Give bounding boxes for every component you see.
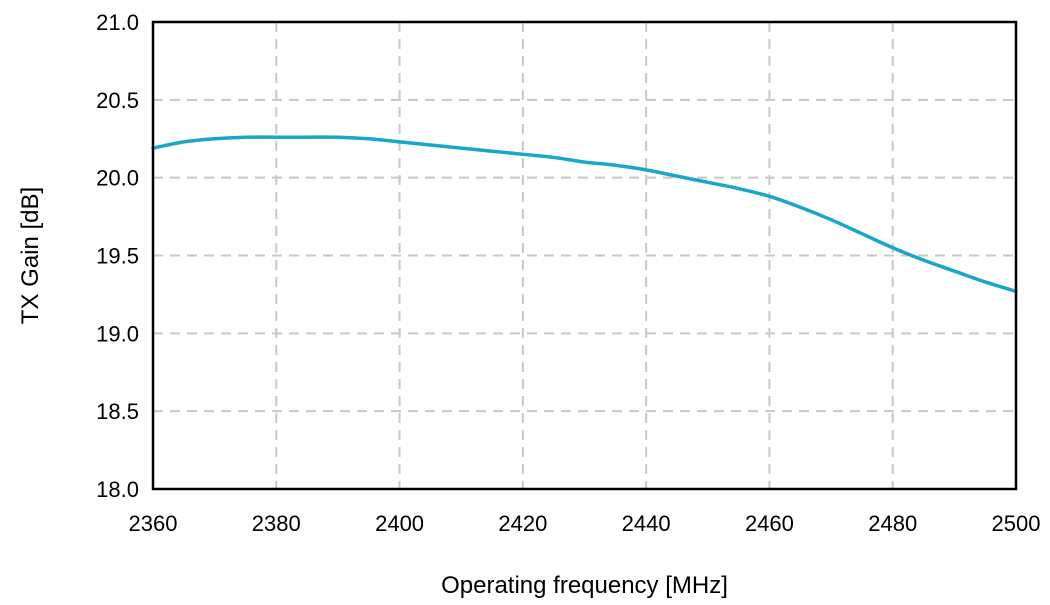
y-tick-label: 19.0 — [96, 321, 139, 346]
plot-area-frame — [151, 20, 1018, 491]
y-tick-label: 20.0 — [96, 166, 139, 191]
x-tick-label: 2480 — [868, 511, 917, 536]
series-layer — [151, 135, 1018, 294]
y-tick-label: 20.5 — [96, 88, 139, 113]
y-axis-tick-labels: 18.0 18.5 19.0 19.5 20.0 20.5 21.0 — [96, 10, 139, 502]
x-tick-label: 2400 — [375, 511, 424, 536]
y-tick-label: 21.0 — [96, 10, 139, 35]
x-tick-label: 2440 — [622, 511, 671, 536]
x-tick-label: 2380 — [252, 511, 301, 536]
x-tick-label: 2460 — [745, 511, 794, 536]
grid — [153, 22, 1016, 489]
x-tick-label: 2420 — [498, 511, 547, 536]
x-tick-label: 2500 — [992, 511, 1041, 536]
x-tick-label: 2360 — [129, 511, 178, 536]
series-line-tx-gain — [151, 135, 1018, 294]
x-axis-title: Operating frequency [MHz] — [441, 572, 728, 599]
y-tick-label: 18.0 — [96, 477, 139, 502]
y-axis-title: TX Gain [dB] — [17, 187, 44, 324]
x-axis-tick-labels: 2360 2380 2400 2420 2440 2460 2480 2500 — [129, 511, 1041, 536]
y-tick-label: 18.5 — [96, 399, 139, 424]
y-tick-label: 19.5 — [96, 244, 139, 269]
